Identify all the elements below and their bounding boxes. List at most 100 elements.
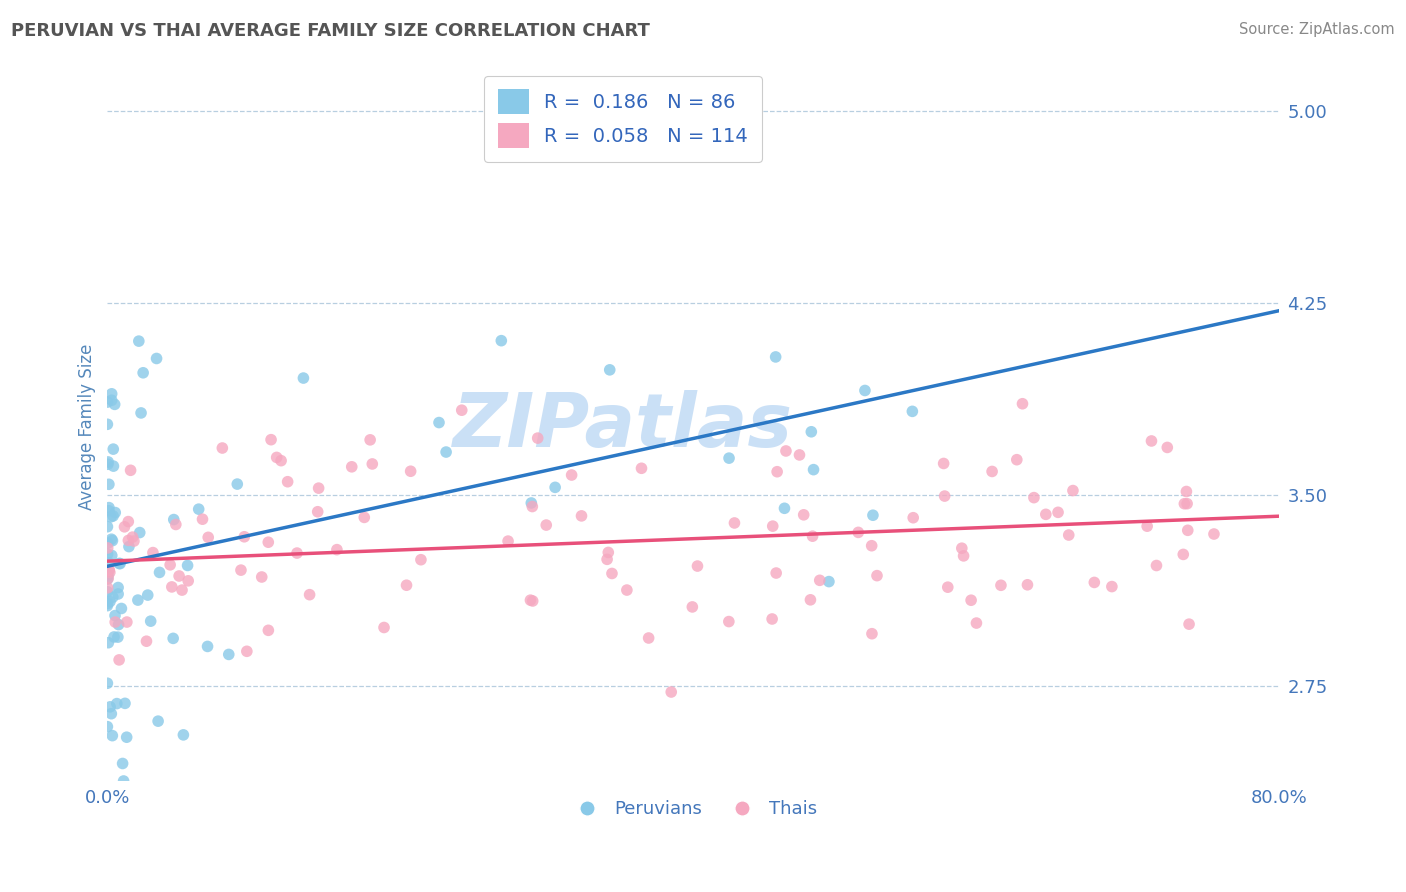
Point bbox=[637, 631, 659, 645]
Point bbox=[110, 601, 132, 615]
Point bbox=[233, 530, 256, 544]
Point bbox=[97, 455, 120, 469]
Point bbox=[98, 563, 121, 577]
Point bbox=[862, 508, 884, 523]
Point bbox=[599, 363, 621, 377]
Point bbox=[107, 617, 129, 632]
Point bbox=[136, 588, 159, 602]
Point bbox=[101, 590, 124, 604]
Point bbox=[96, 584, 118, 599]
Point bbox=[105, 697, 128, 711]
Point bbox=[96, 417, 118, 432]
Point bbox=[112, 774, 135, 789]
Point bbox=[97, 547, 120, 561]
Point bbox=[952, 549, 974, 563]
Point bbox=[128, 525, 150, 540]
Point bbox=[395, 578, 418, 592]
Point bbox=[793, 508, 815, 522]
Point bbox=[775, 444, 797, 458]
Point bbox=[544, 480, 567, 494]
Point bbox=[108, 557, 131, 571]
Point bbox=[97, 571, 120, 585]
Point bbox=[292, 371, 315, 385]
Point bbox=[96, 564, 118, 578]
Point bbox=[177, 574, 200, 588]
Point bbox=[162, 632, 184, 646]
Point bbox=[191, 512, 214, 526]
Point bbox=[146, 714, 169, 728]
Point bbox=[97, 636, 120, 650]
Point bbox=[761, 612, 783, 626]
Point bbox=[163, 512, 186, 526]
Point bbox=[353, 510, 375, 524]
Point bbox=[97, 536, 120, 550]
Point bbox=[800, 425, 823, 439]
Point bbox=[427, 416, 450, 430]
Point bbox=[96, 568, 118, 582]
Point bbox=[114, 520, 136, 534]
Point bbox=[1035, 508, 1057, 522]
Point bbox=[250, 570, 273, 584]
Point bbox=[96, 597, 118, 611]
Point bbox=[399, 464, 422, 478]
Point bbox=[359, 433, 381, 447]
Point bbox=[901, 404, 924, 418]
Point bbox=[122, 534, 145, 549]
Point bbox=[960, 593, 983, 607]
Point bbox=[1022, 491, 1045, 505]
Point bbox=[104, 615, 127, 629]
Point bbox=[98, 500, 121, 515]
Point bbox=[773, 501, 796, 516]
Point bbox=[298, 588, 321, 602]
Point bbox=[1202, 527, 1225, 541]
Point bbox=[766, 465, 789, 479]
Point bbox=[236, 644, 259, 658]
Point bbox=[860, 539, 883, 553]
Point bbox=[1136, 519, 1159, 533]
Point bbox=[100, 533, 122, 547]
Point bbox=[142, 545, 165, 559]
Point bbox=[111, 756, 134, 771]
Point bbox=[107, 630, 129, 644]
Point bbox=[1173, 497, 1195, 511]
Point bbox=[257, 624, 280, 638]
Point bbox=[128, 334, 150, 348]
Point bbox=[277, 475, 299, 489]
Point bbox=[496, 534, 519, 549]
Point bbox=[600, 566, 623, 581]
Point bbox=[159, 558, 181, 572]
Point bbox=[97, 504, 120, 518]
Point bbox=[100, 393, 122, 408]
Point bbox=[187, 502, 209, 516]
Point bbox=[903, 510, 925, 524]
Point bbox=[965, 616, 987, 631]
Point bbox=[97, 569, 120, 583]
Point bbox=[270, 453, 292, 467]
Point bbox=[96, 676, 118, 690]
Point bbox=[108, 653, 131, 667]
Point bbox=[103, 459, 125, 474]
Point bbox=[571, 508, 593, 523]
Point bbox=[96, 599, 118, 613]
Y-axis label: Average Family Size: Average Family Size bbox=[79, 343, 96, 510]
Point bbox=[866, 568, 889, 582]
Point bbox=[165, 517, 187, 532]
Point bbox=[1011, 397, 1033, 411]
Point bbox=[598, 545, 620, 559]
Point bbox=[98, 594, 121, 608]
Point bbox=[762, 519, 785, 533]
Point bbox=[616, 583, 638, 598]
Point bbox=[129, 406, 152, 420]
Legend: Peruvians, Thais: Peruvians, Thais bbox=[562, 793, 824, 825]
Point bbox=[934, 489, 956, 503]
Point bbox=[536, 518, 558, 533]
Point bbox=[950, 541, 973, 556]
Point bbox=[127, 593, 149, 607]
Point bbox=[686, 559, 709, 574]
Point bbox=[132, 366, 155, 380]
Point bbox=[1175, 497, 1198, 511]
Point bbox=[170, 583, 193, 598]
Point bbox=[172, 728, 194, 742]
Point bbox=[519, 593, 541, 607]
Point bbox=[97, 581, 120, 595]
